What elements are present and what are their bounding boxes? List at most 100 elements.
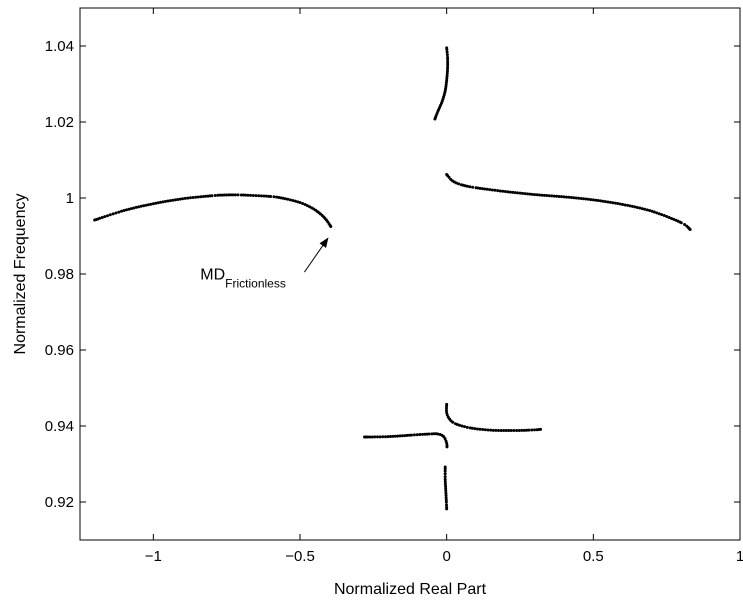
data-point [503, 190, 507, 194]
data-point [444, 80, 448, 84]
data-point [574, 196, 578, 200]
data-point [560, 195, 564, 199]
data-point [398, 434, 402, 438]
data-point [483, 187, 487, 191]
data-point [493, 188, 497, 192]
data-point [569, 196, 573, 200]
annotation-layer: MDFrictionless [200, 237, 329, 291]
data-point [616, 202, 620, 206]
data-point [513, 191, 517, 195]
data-point [445, 76, 449, 80]
data-point [457, 182, 461, 186]
data-point [366, 435, 370, 439]
data-point [445, 46, 449, 50]
data-point [626, 203, 630, 207]
data-point [305, 204, 309, 208]
data-point [443, 477, 447, 481]
data-point [608, 200, 612, 204]
data-point [275, 195, 279, 199]
data-point [396, 434, 400, 438]
data-point [146, 203, 150, 207]
data-point [204, 194, 208, 198]
data-point [478, 427, 482, 431]
data-point [262, 194, 266, 198]
data-point [436, 432, 440, 436]
data-point [451, 420, 455, 424]
data-point [501, 189, 505, 193]
data-point [444, 406, 448, 410]
data-point [186, 196, 190, 200]
data-point [601, 199, 605, 203]
data-point [291, 198, 295, 202]
data-point [504, 429, 508, 433]
data-point [670, 216, 674, 220]
data-point [582, 197, 586, 201]
data-point [478, 186, 482, 190]
data-point [254, 194, 258, 198]
x-axis-title: Normalized Real Part [334, 581, 487, 598]
data-point [117, 210, 121, 214]
data-point [194, 195, 198, 199]
series-4 [363, 432, 449, 449]
data-point [457, 423, 461, 427]
data-point [635, 205, 639, 209]
data-point [144, 203, 148, 207]
data-point [418, 433, 422, 437]
data-point [665, 215, 669, 219]
data-point [446, 67, 450, 71]
data-point [465, 184, 469, 188]
data-point [564, 195, 568, 199]
y-tick-label: 0.98 [45, 266, 74, 283]
data-point [119, 209, 123, 213]
data-point [127, 207, 131, 211]
data-point [520, 191, 524, 195]
data-point [269, 194, 273, 198]
x-tick-label: −1 [145, 548, 162, 565]
data-point [520, 428, 524, 432]
data-point [103, 215, 107, 219]
data-point [100, 215, 104, 219]
data-point [445, 53, 449, 57]
data-point [555, 194, 559, 198]
data-point [589, 198, 593, 202]
y-tick-label: 1.04 [45, 38, 74, 55]
data-point [149, 202, 153, 206]
data-point [375, 435, 379, 439]
data-point [606, 200, 610, 204]
data-point [445, 507, 449, 511]
data-point [539, 427, 543, 431]
annotation-label: MDFrictionless [200, 267, 286, 291]
data-point [465, 425, 469, 429]
data-point [443, 437, 447, 441]
data-point [468, 185, 472, 189]
data-point [445, 503, 448, 507]
data-point [657, 212, 661, 216]
data-point [577, 196, 581, 200]
data-point [444, 489, 448, 493]
data-point [489, 428, 493, 432]
data-point [552, 194, 556, 198]
data-point [129, 207, 133, 211]
data-point [236, 193, 240, 197]
data-point [161, 200, 165, 204]
data-point [515, 429, 519, 433]
data-point [106, 214, 109, 218]
data-point [468, 426, 472, 430]
data-point [550, 194, 554, 198]
data-point [538, 193, 542, 197]
data-point [159, 200, 163, 204]
data-point [499, 429, 503, 433]
data-point [443, 475, 447, 479]
data-point [545, 194, 549, 198]
data-point [445, 445, 449, 449]
data-point [156, 201, 160, 205]
data-point [567, 195, 571, 199]
data-point [509, 429, 513, 433]
data-point [540, 193, 544, 197]
data-point [488, 188, 492, 192]
data-point [108, 213, 112, 217]
data-point [496, 189, 500, 193]
data-point [391, 434, 395, 438]
data-point [403, 434, 407, 438]
data-point [199, 195, 203, 199]
